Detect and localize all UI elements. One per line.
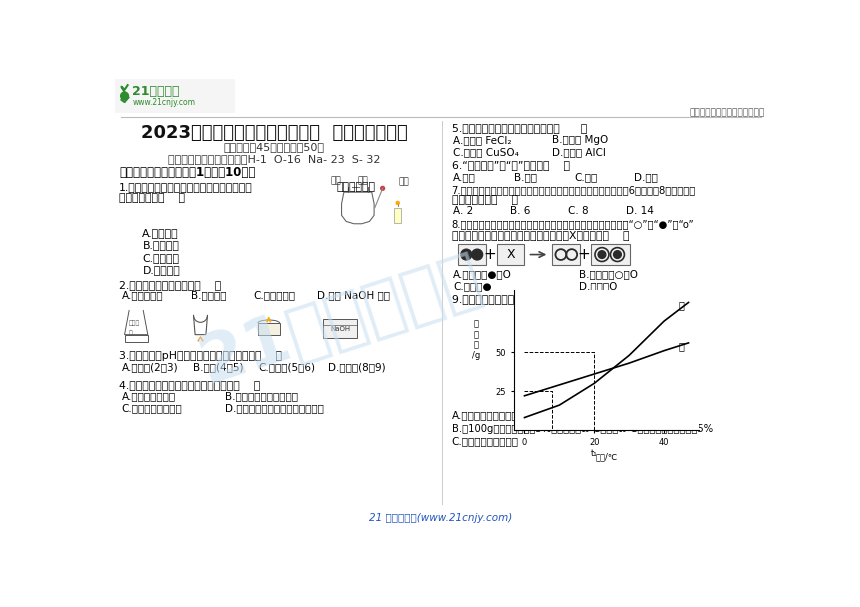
Text: A.酒精燃烧: A.酒精燃烧 [143,228,179,238]
Text: +: + [483,247,496,262]
Text: C.干冰可用作制冷剂: C.干冰可用作制冷剂 [121,404,182,413]
Text: 21世纪教育网: 21世纪教育网 [191,243,489,396]
Text: 体现物质物理: 体现物质物理 [336,182,375,192]
Text: 2.下列实验操作正确的是（    ）: 2.下列实验操作正确的是（ ） [120,280,221,290]
Bar [323,319,357,339]
Text: 1.用如图装置进行实验（夹持件器略去），能: 1.用如图装置进行实验（夹持件器略去），能 [120,182,253,192]
Text: A.稀释浓硫酸: A.稀释浓硫酸 [121,290,163,300]
Text: 火柴: 火柴 [357,176,368,185]
Text: D.称量 NaOH 固体: D.称量 NaOH 固体 [316,290,390,300]
Text: D.蜡烛熳化: D.蜡烛熳化 [143,265,180,275]
Circle shape [613,251,621,259]
Circle shape [598,251,605,259]
X-axis label: 温度/℃: 温度/℃ [595,452,617,461]
Text: 蜡烛: 蜡烛 [398,178,408,187]
Text: A.氧气可用作燃料: A.氧气可用作燃料 [121,392,175,401]
Text: 6.“含氟牙膏”中“氟”指的是（    ）: 6.“含氟牙膏”中“氟”指的是（ ） [452,160,569,170]
Bar [458,244,486,265]
Text: 4.下列关于物质用途的描述不正确的是（    ）: 4.下列关于物质用途的描述不正确的是（ ） [120,380,261,390]
Text: B.必定含有○和O: B.必定含有○和O [580,270,638,280]
Text: A.甲中混有少量乙，可以用蒸发溶剂的方法得到甲: A.甲中混有少量乙，可以用蒸发溶剂的方法得到甲 [452,410,593,421]
Text: 7.已知一种碳原子可用于测定文物的年代，该原子的原子核内含有6个质子和8个中子，则: 7.已知一种碳原子可用于测定文物的年代，该原子的原子核内含有6个质子和8个中子，… [452,185,696,195]
Text: B.氧化镆 MgO: B.氧化镆 MgO [552,135,609,145]
Text: 乙: 乙 [678,341,684,351]
Y-axis label: 溶
解
度
/g: 溶 解 度 /g [472,320,481,360]
Text: 2023年吉林省中考仿真模拟训练  化学试题（一）: 2023年吉林省中考仿真模拟训练 化学试题（一） [141,124,408,142]
Text: B.分子: B.分子 [513,172,537,181]
Text: A.柠檬汁(2－3): A.柠檬汁(2－3) [121,362,178,372]
Text: B.酱油(4－5): B.酱油(4－5) [193,362,243,372]
Bar [496,244,525,265]
Text: 分别代表不同元素的原子。则构成反应物X的微粒中（    ）: 分别代表不同元素的原子。则构成反应物X的微粒中（ ） [452,230,630,240]
Bar [552,244,580,265]
Text: D.氯化铝 AlCl: D.氯化铝 AlCl [552,147,606,157]
Text: A. 2: A. 2 [453,206,473,217]
Text: 一、单项选择题（每小题1分，共10分）: 一、单项选择题（每小题1分，共10分） [120,166,255,180]
Bar [125,334,148,342]
Text: C.点燃酒精灯: C.点燃酒精灯 [253,290,295,300]
Text: 可能用到的相对原子质量：H-1  O-16  Na- 23  S- 32: 可能用到的相对原子质量：H-1 O-16 Na- 23 S- 32 [168,154,380,164]
Text: C.火柴燃烧: C.火柴燃烧 [143,253,180,263]
Text: B.把100g溶质质量分数为5%的甲溶液从t₁℃降温到t₁℃，其溶质质量分数仍为5%: B.把100g溶质质量分数为5%的甲溶液从t₁℃降温到t₁℃，其溶质质量分数仍为… [452,424,713,433]
Text: 考试时间为45分钟，满分50分: 考试时间为45分钟，满分50分 [224,142,324,152]
Text: 变化的现象是（    ）: 变化的现象是（ ） [120,192,185,203]
Text: 5.下列物质的化学式书写正确的是（      ）: 5.下列物质的化学式书写正确的是（ ） [452,123,587,134]
Text: 3.一些物质的pH范围如下，其中呈碱性的是（    ）: 3.一些物质的pH范围如下，其中呈碱性的是（ ） [120,351,282,361]
Text: C.西瓜汁(5－6): C.西瓜汁(5－6) [259,362,316,372]
Circle shape [396,202,399,205]
Text: 中小学教育资源及组卷应用平台: 中小学教育资源及组卷应用平台 [690,109,765,117]
Text: B.稀有气体可用作电光源: B.稀有气体可用作电光源 [225,392,298,401]
Text: 9.如图是甲、乙两种固体物质的溶解度曲线，下列说法中正确的是（    ）: 9.如图是甲、乙两种固体物质的溶解度曲线，下列说法中正确的是（ ） [452,294,671,304]
Bar [591,244,630,265]
Bar [394,208,402,223]
Text: C.甲的溶解能力比乙强: C.甲的溶解能力比乙强 [452,436,519,446]
Text: +: + [578,247,591,262]
Text: D.氦气可用作焊接金属时的保护气: D.氦气可用作焊接金属时的保护气 [225,404,324,413]
Text: B.碳片变紫: B.碳片变紫 [143,240,179,250]
Text: C. 8: C. 8 [568,206,588,217]
Text: A.氯化鐵 FeCl₂: A.氯化鐵 FeCl₂ [453,135,512,145]
Text: B.加热液体: B.加热液体 [191,290,227,300]
Text: D.洗发水(8－9): D.洗发水(8－9) [329,362,386,372]
Bar [258,323,280,336]
Text: C.元素: C.元素 [574,172,598,181]
Text: D. 14: D. 14 [626,206,654,217]
Text: 稀硫酸: 稀硫酸 [128,320,139,326]
Text: C.只含有●: C.只含有● [453,281,492,291]
Text: t₁: t₁ [591,449,598,458]
Bar [115,79,236,113]
Circle shape [120,92,128,100]
Text: D.单质: D.单质 [634,172,658,181]
Text: C.硫酸铜 CuSO₄: C.硫酸铜 CuSO₄ [453,147,519,157]
Text: B. 6: B. 6 [510,206,530,217]
Circle shape [461,249,472,260]
Text: NaOH: NaOH [330,326,350,332]
Text: D.只含有O: D.只含有O [580,281,617,291]
Text: 21世纪教育: 21世纪教育 [132,85,180,98]
Text: 8.如图为某化学反应的微观示意图，且各微粒恰好完全反应，其中“○”、“●”、“o”: 8.如图为某化学反应的微观示意图，且各微粒恰好完全反应，其中“○”、“●”、“o… [452,220,694,229]
Circle shape [472,249,482,260]
Text: www.21cnjy.com: www.21cnjy.com [132,98,195,107]
Circle shape [381,186,384,190]
Text: 甲: 甲 [678,300,684,311]
Text: 水: 水 [128,330,132,336]
Text: A.必定含有●和O: A.必定含有●和O [453,270,512,280]
Text: 21 世纪教育网(www.21cnjy.com): 21 世纪教育网(www.21cnjy.com) [369,513,513,523]
Text: A.原子: A.原子 [453,172,476,181]
Text: 碳片: 碳片 [331,176,341,185]
Text: X: X [507,248,515,261]
Text: 核外电子数为（    ）: 核外电子数为（ ） [452,195,518,205]
